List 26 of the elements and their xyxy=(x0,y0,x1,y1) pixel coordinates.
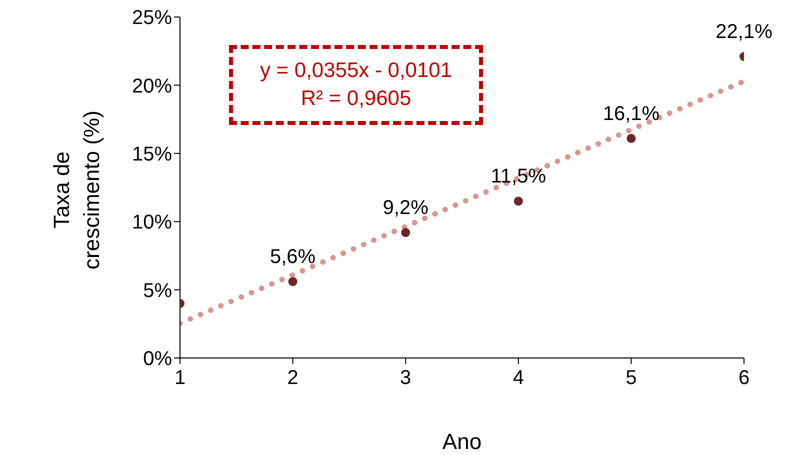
annotation: y = 0,0355x - 0,0101 xyxy=(260,58,452,84)
y-tick-label: 0% xyxy=(143,348,172,370)
x-tick-label: 3 xyxy=(400,367,412,390)
y-tick-label: 15% xyxy=(132,144,172,166)
data-label: 11,5% xyxy=(490,166,546,188)
y-tick-label: 25% xyxy=(132,7,172,30)
y-tick-label: 20% xyxy=(132,75,172,98)
point xyxy=(288,277,298,286)
point xyxy=(626,134,636,143)
x-tick-label: 4 xyxy=(512,367,524,390)
point xyxy=(401,228,410,238)
dashed-outline: y = 0,0355x - 0,0101 R² = 0,9605 xyxy=(229,45,483,125)
x-tick-label: 1 xyxy=(174,367,186,390)
y-tick-label: 10% xyxy=(132,212,172,234)
point xyxy=(514,196,523,206)
data-label: 16,1% xyxy=(602,102,660,125)
x-tick-label: 6 xyxy=(738,367,750,390)
x-tick-label: 5 xyxy=(626,367,637,390)
y-tick-label: 5% xyxy=(143,280,172,302)
data-label: 22,1% xyxy=(716,21,773,44)
y-axis-title: Taxa de crescimento (%) xyxy=(48,110,105,272)
x-tick-label: 2 xyxy=(287,367,298,390)
x-axis-title: Ano xyxy=(442,429,482,454)
annotation: R² = 0,9605 xyxy=(300,86,412,112)
data-label: 5,6% xyxy=(270,246,316,268)
data-label: 9,2% xyxy=(382,197,429,219)
